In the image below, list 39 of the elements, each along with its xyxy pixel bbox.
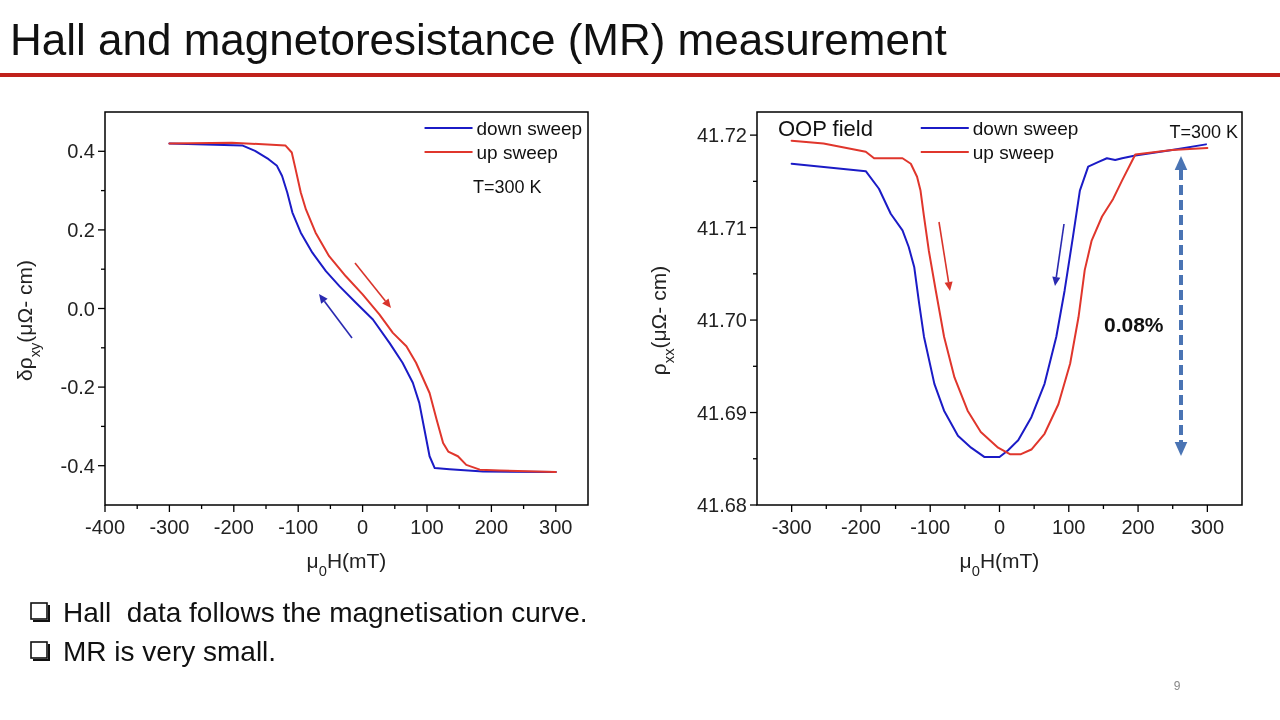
x-tick-label: 0 xyxy=(993,516,1006,538)
y-tick-label: 41.72 xyxy=(696,124,747,147)
text: Hall and magnetoresistance (MR) measurement xyxy=(10,15,947,64)
x-tick-label: -100 xyxy=(910,516,951,538)
x-tick-label: 100 xyxy=(1052,516,1086,538)
y-tick-label: 41.71 xyxy=(696,216,747,239)
y-tick-label: 0.4 xyxy=(67,140,95,163)
legend-label: down sweep xyxy=(476,117,583,139)
y-tick-label: 0.0 xyxy=(67,297,95,320)
y-tick-label: 41.70 xyxy=(696,309,747,332)
annotation: 0.08% xyxy=(1104,313,1164,336)
legend-label: up sweep xyxy=(972,141,1055,163)
x-tick-label: 200 xyxy=(1121,516,1155,538)
annotation: T=300 K xyxy=(473,177,542,197)
y-tick-label: 41.69 xyxy=(696,401,747,424)
x-tick-label: -300 xyxy=(771,516,812,538)
x-tick-label: -200 xyxy=(213,516,254,538)
x-tick-label: 200 xyxy=(474,516,509,538)
y-tick-label: 0.2 xyxy=(67,218,95,241)
text: MR is very small. xyxy=(63,636,277,667)
text: Hall data follows the magnetisation curve. xyxy=(63,597,588,628)
y-tick-label: -0.4 xyxy=(60,454,95,477)
x-tick-label: -200 xyxy=(840,516,881,538)
y-tick-label: 41.68 xyxy=(696,494,747,516)
x-tick-label: -300 xyxy=(149,516,190,538)
annotation: OOP field xyxy=(778,116,873,141)
text: 9 xyxy=(1173,679,1181,693)
y-tick-label: -0.2 xyxy=(60,376,95,399)
x-tick-label: 0 xyxy=(357,516,369,538)
legend-label: up sweep xyxy=(476,141,558,163)
x-tick-label: 100 xyxy=(410,516,444,538)
x-tick-label: 300 xyxy=(539,516,573,538)
x-tick-label: -100 xyxy=(278,516,319,538)
x-tick-label: -400 xyxy=(84,516,126,538)
x-axis-title: μ$_{0}$H(mT) xyxy=(306,549,387,579)
annotation: T=300 K xyxy=(1169,122,1238,142)
x-axis-title: μ$_{0}$H(mT) xyxy=(959,549,1040,579)
x-tick-label: 300 xyxy=(1190,516,1225,538)
legend-label: down sweep xyxy=(972,117,1079,139)
